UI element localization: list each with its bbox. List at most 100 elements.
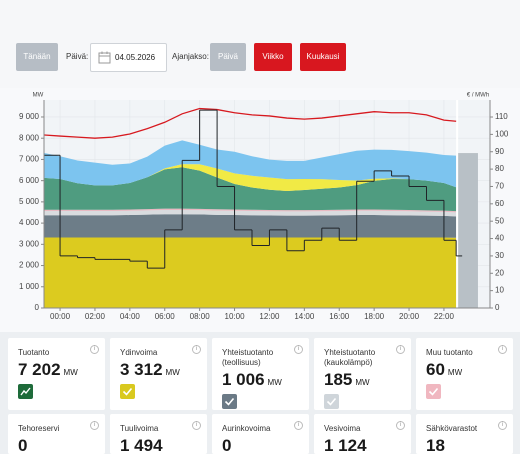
stacked-area: [44, 167, 457, 212]
card-title: Sähkövarastot: [426, 424, 478, 433]
value-unit: MW: [355, 378, 370, 387]
y2-tick-label: 60: [495, 199, 504, 208]
day-button[interactable]: Päivä: [210, 43, 246, 71]
check-glyph: [122, 387, 133, 396]
y-tick-label: 9 000: [19, 112, 40, 121]
stacked-area: [44, 214, 457, 238]
card-value: 1 124: [324, 437, 411, 454]
value-number: 60: [426, 360, 445, 379]
value-number: 185: [324, 370, 353, 389]
check-glyph: [428, 387, 439, 396]
card-value: 18: [426, 437, 513, 454]
x-tick-label: 16:00: [329, 312, 350, 321]
card-value: 3 312 MW: [120, 361, 207, 382]
y2-tick-label: 40: [495, 234, 504, 243]
y2-tick-label: 30: [495, 251, 504, 260]
stacked-area: [44, 209, 457, 217]
x-tick-label: 20:00: [399, 312, 420, 321]
info-icon: i: [192, 421, 201, 430]
info-icon: i: [396, 421, 405, 430]
info-icon: i: [294, 345, 303, 354]
y-axis-unit: MW: [33, 93, 44, 99]
value-unit: MW: [63, 368, 78, 377]
card-title: Tehoreservi: [18, 424, 60, 433]
value-unit: MW: [447, 368, 463, 377]
x-tick-label: 00:00: [50, 312, 71, 321]
card-icon: [222, 394, 237, 409]
date-input[interactable]: 04.05.2026: [90, 43, 167, 72]
x-tick-label: 02:00: [85, 312, 106, 321]
x-tick-label: 14:00: [294, 312, 315, 321]
card-value: 0: [222, 437, 309, 454]
info-icon: i: [498, 345, 507, 354]
check-glyph: [326, 397, 337, 406]
card-value: 0: [18, 437, 105, 454]
stat-card: i Ydinvoima 3 312 MW: [110, 338, 207, 410]
card-title: Muu tuotanto: [426, 348, 473, 357]
today-button[interactable]: Tänään: [16, 43, 58, 71]
card-value: 1 494: [120, 437, 207, 454]
card-title: Aurinkovoima: [222, 424, 271, 433]
check-glyph: [224, 397, 235, 406]
stat-card: i Tuulivoima 1 494: [110, 414, 207, 454]
info-icon: i: [192, 345, 201, 354]
date-value: 04.05.2026: [115, 53, 156, 62]
month-button[interactable]: Kuukausi: [300, 43, 346, 71]
y2-tick-label: 0: [495, 303, 500, 312]
info-icon: i: [396, 345, 405, 354]
stat-card: i Yhteistuotanto (kaukolämpö) 185 MW: [314, 338, 411, 410]
card-value: 60 MW: [426, 361, 513, 382]
card-title: Ydinvoima: [120, 348, 158, 357]
chart-panel: MW € / MWh 00:00 02:00 04:00 06:00 08:00 10:0…: [0, 88, 520, 332]
card-value: 7 202 MW: [18, 361, 105, 382]
y-tick-label: 1 000: [19, 282, 40, 291]
y2-tick-label: 20: [495, 268, 504, 277]
x-tick-label: 10:00: [225, 312, 246, 321]
x-tick-label: 08:00: [190, 312, 211, 321]
y-tick-label: 3 000: [19, 239, 40, 248]
value-unit: MW: [165, 368, 180, 377]
line: [44, 107, 457, 139]
y-tick-label: 4 000: [19, 218, 40, 227]
card-title: Tuulivoima: [120, 424, 159, 433]
stat-card: i Yhteistuotanto (teollisuus) 1 006 MW: [212, 338, 309, 410]
stat-card: i Tuotanto 7 202 MW: [8, 338, 105, 410]
y-tick-label: 5 000: [19, 197, 40, 206]
y2-axis-unit: € / MWh: [467, 93, 489, 99]
card-title: Yhteistuotanto (kaukolämpö): [324, 348, 376, 367]
toolbar: Tänään Päivä: 04.05.2026 Ajanjakso: Päiv…: [0, 0, 520, 88]
calendar-icon: [98, 51, 111, 64]
stacked-area: [44, 208, 457, 213]
x-tick-label: 04:00: [120, 312, 141, 321]
stat-card: i Vesivoima 1 124: [314, 414, 411, 454]
y-tick-label: 8 000: [19, 133, 40, 142]
period-label: Ajanjakso:: [172, 52, 209, 61]
day-label: Päivä:: [66, 52, 89, 61]
info-icon: i: [294, 421, 303, 430]
stat-card: i Aurinkovoima 0: [212, 414, 309, 454]
card-value: 185 MW: [324, 371, 411, 392]
value-unit: MW: [267, 378, 282, 387]
chart: MW € / MWh 00:00 02:00 04:00 06:00 08:00 10:0…: [19, 93, 509, 322]
value-number: 0: [18, 436, 28, 454]
week-button[interactable]: Viikko: [254, 43, 292, 71]
card-title: Vesivoima: [324, 424, 361, 433]
card-icon: [324, 394, 339, 409]
x-tick-label: 18:00: [364, 312, 385, 321]
stat-card: i Tehoreservi 0: [8, 414, 105, 454]
y2-tick-label: 50: [495, 216, 504, 225]
value-number: 1 124: [324, 436, 367, 454]
info-icon: i: [90, 345, 99, 354]
x-tick-label: 22:00: [434, 312, 455, 321]
card-title: Tuotanto: [18, 348, 50, 357]
y2-tick-label: 100: [495, 129, 509, 138]
cards: i Tuotanto 7 202 MW i Ydinvoima 3 312 MW i Yhteis…: [0, 338, 520, 454]
card-title: Yhteistuotanto (teollisuus): [222, 348, 274, 367]
value-number: 1 494: [120, 436, 163, 454]
stat-card: i Muu tuotanto 60 MW: [416, 338, 513, 410]
card-icon: [18, 384, 33, 399]
y-tick-label: 0: [35, 303, 40, 312]
card-value: 1 006 MW: [222, 371, 309, 392]
info-icon: i: [90, 421, 99, 430]
